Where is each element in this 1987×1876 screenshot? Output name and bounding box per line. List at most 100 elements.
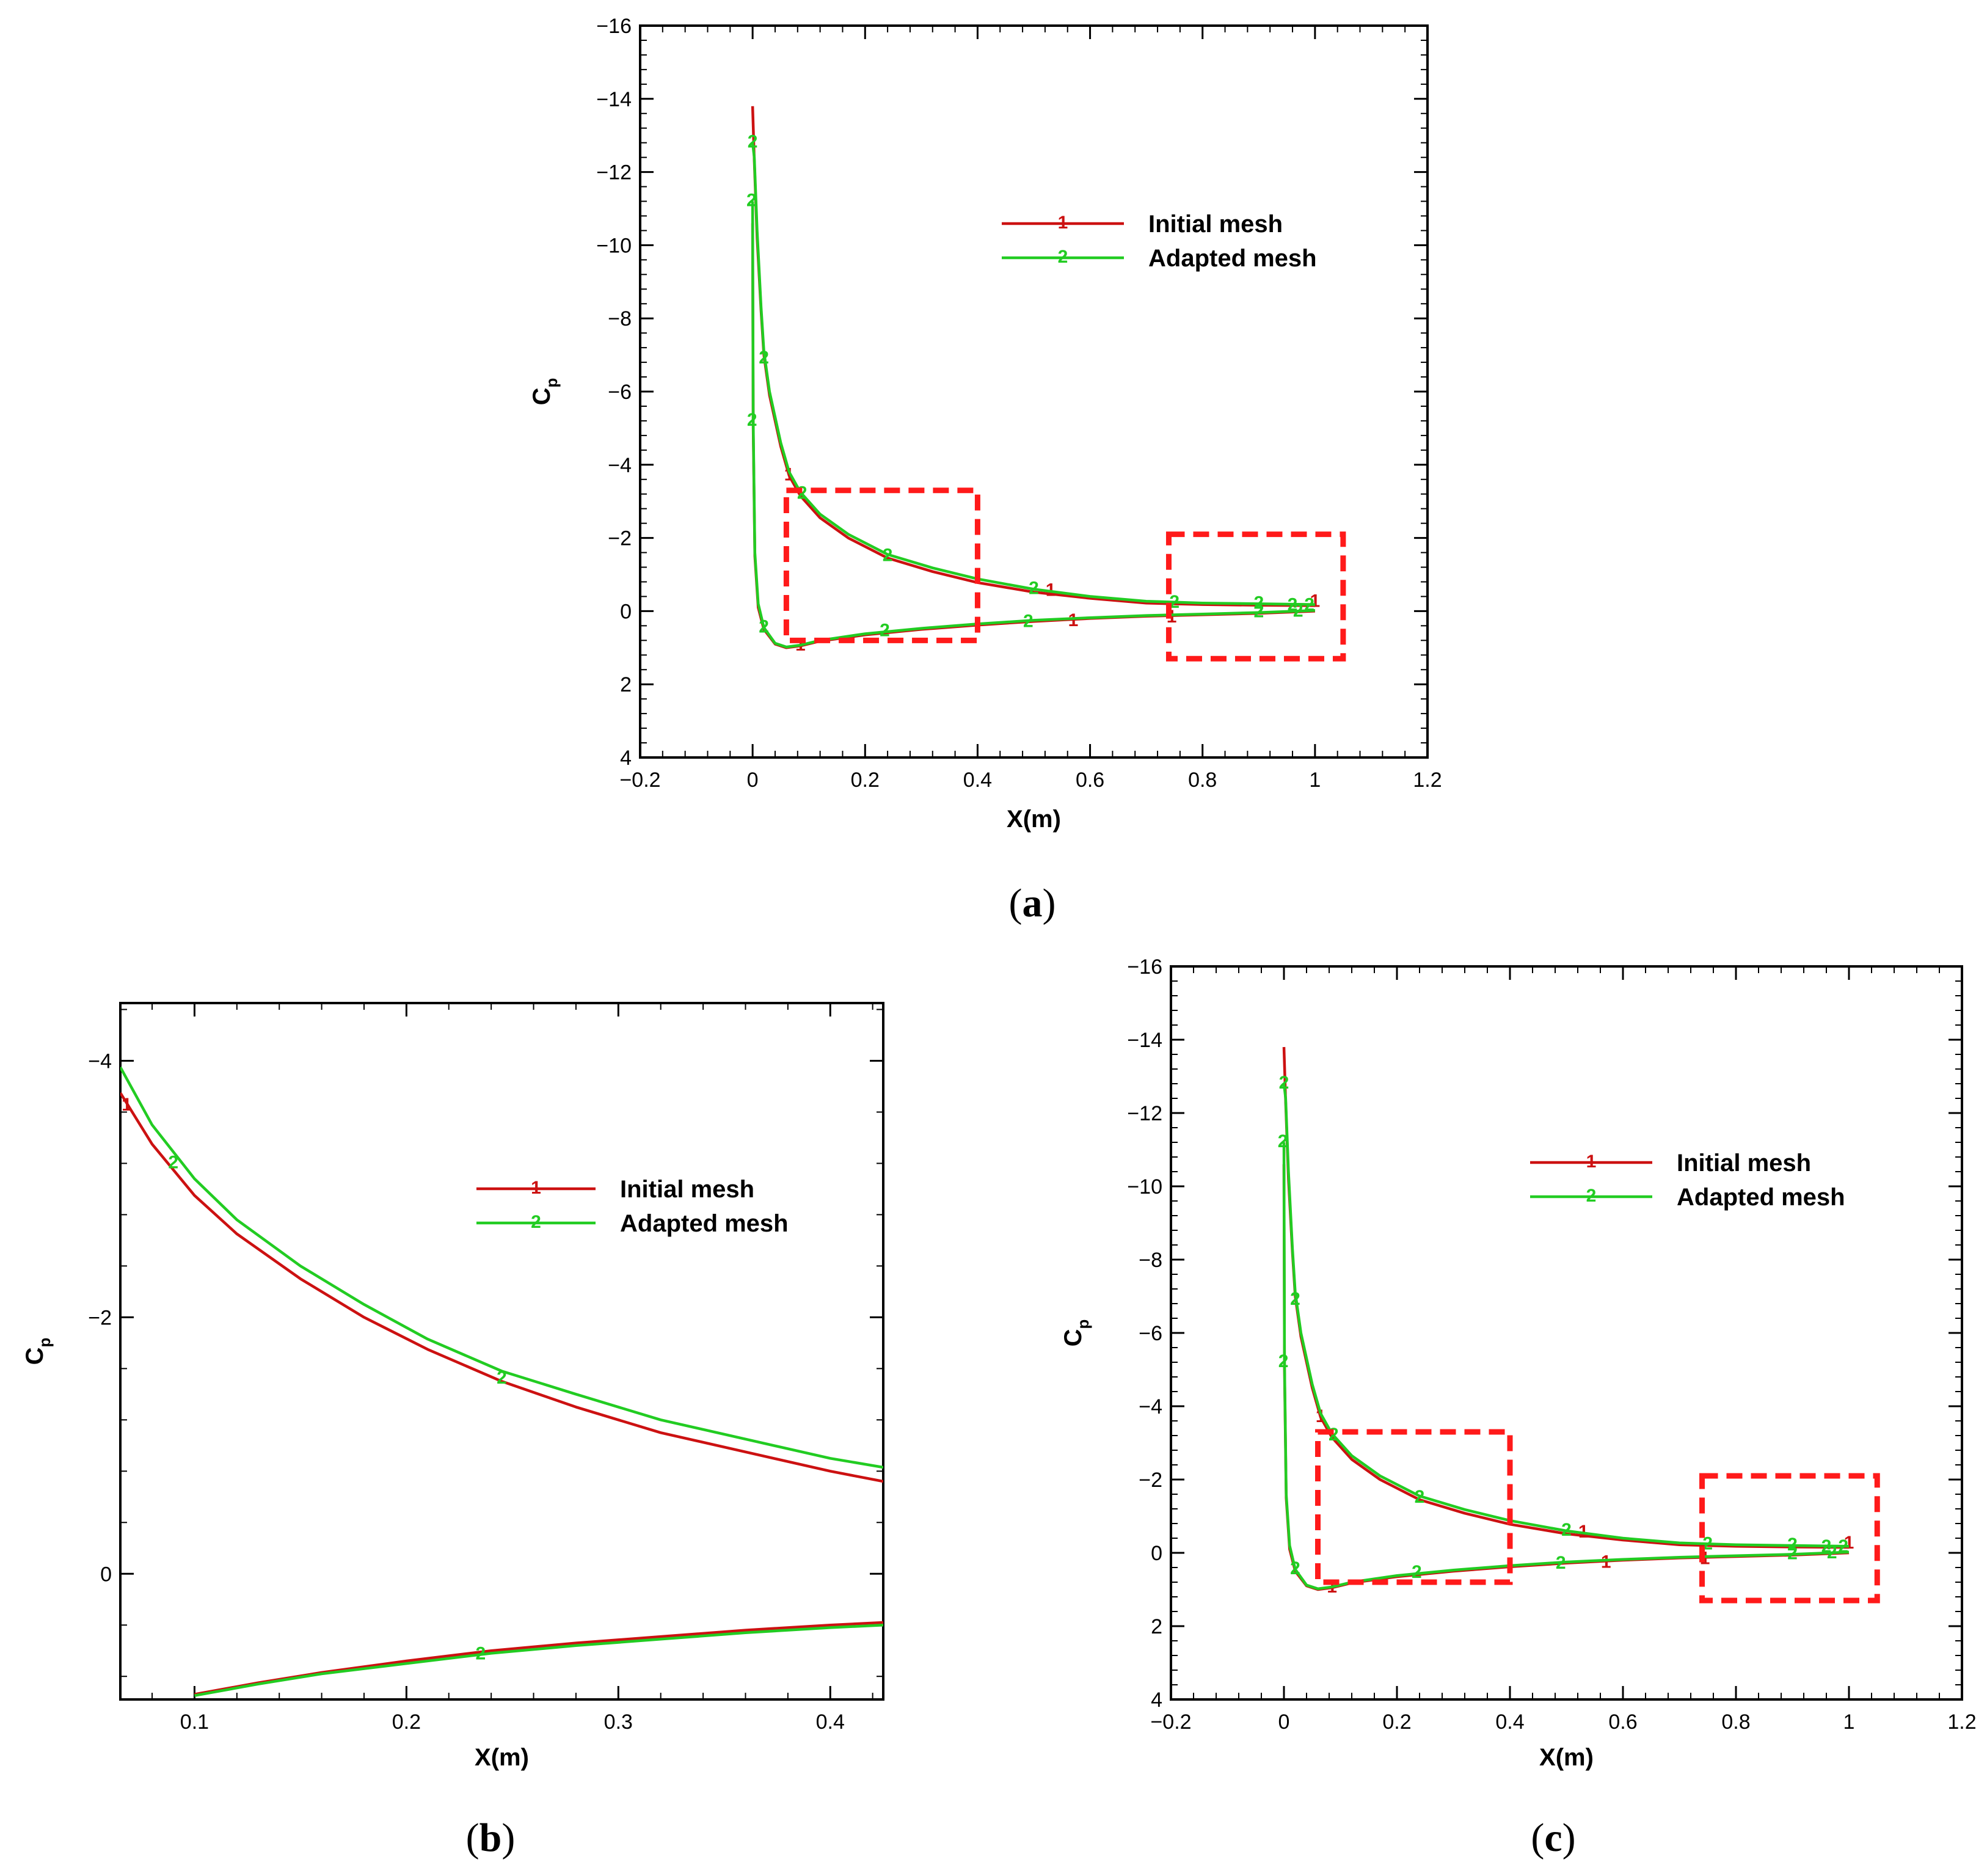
y-tick-label: −10 (1127, 1175, 1162, 1199)
x-tick-label: 1.2 (1413, 768, 1442, 792)
x-tick-label: 0.4 (963, 768, 992, 792)
series-marker-1: 1 (1601, 1552, 1611, 1572)
y-tick-label: 2 (620, 673, 632, 696)
y-tick-label: 2 (1151, 1615, 1162, 1638)
y-axis-title-subscript: p (542, 378, 561, 388)
y-tick-label: −12 (596, 161, 632, 184)
panel-c: −0.2 0 0.2 0.4 0.6 0.8 1 1.2 −16 −14 −12 −10 −8 −6 −4 −… (1060, 955, 1977, 1860)
legend-marker: 2 (1586, 1186, 1597, 1206)
x-tick-label: 0.4 (1495, 1710, 1524, 1734)
x-tick-label: 0.8 (1721, 1710, 1750, 1734)
y-axis-title: Cp (528, 378, 561, 406)
series-marker-2: 2 (1412, 1562, 1422, 1582)
y-axis-title-subscript: p (1074, 1319, 1092, 1329)
x-tick-label: 1.2 (1947, 1710, 1976, 1734)
series-line-1-upper (1282, 1046, 1850, 1549)
y-tick-label: −4 (608, 454, 632, 477)
y-axis-title: Cp (1060, 1319, 1092, 1347)
caption-open-paren: ( (1531, 1816, 1544, 1860)
series-marker-2: 2 (759, 616, 769, 637)
x-tick-label: 0.2 (1382, 1710, 1411, 1734)
y-tick-label: −6 (608, 381, 632, 404)
series-marker-2: 2 (1702, 1534, 1713, 1554)
series-marker-2: 2 (1561, 1520, 1572, 1540)
x-axis-title: X(m) (475, 1744, 529, 1771)
series-group: 1 2 2 2 (120, 1066, 883, 1697)
y-tick-label: −8 (608, 307, 632, 330)
legend-label: Adapted mesh (1148, 245, 1317, 272)
y-tick-label: −4 (1139, 1395, 1162, 1418)
y-tick-label: 4 (1151, 1688, 1162, 1712)
series-marker-2: 2 (1288, 594, 1298, 615)
x-tick-label: 0.8 (1188, 768, 1217, 792)
series-marker-1: 1 (1068, 610, 1079, 630)
legend-label: Adapted mesh (620, 1210, 789, 1237)
x-tick-label: 0 (1278, 1710, 1290, 1734)
series-marker-2: 2 (1253, 593, 1264, 613)
panel-caption: (a) (1009, 881, 1056, 925)
x-tick-label: 1 (1309, 768, 1321, 792)
series-line-2-upper (120, 1066, 883, 1469)
y-tick-label: −16 (596, 15, 632, 38)
zoom-highlight-box (1699, 1473, 1880, 1604)
legend-label: Initial mesh (620, 1176, 754, 1203)
plot-frame (119, 1002, 884, 1701)
legend-label: Adapted mesh (1677, 1184, 1845, 1211)
series-line-2-upper (751, 142, 1315, 606)
legend-marker: 2 (1058, 247, 1068, 267)
series-line-1-upper (751, 106, 1315, 607)
y-tick-label: −2 (1139, 1469, 1162, 1492)
series-marker-2: 2 (759, 348, 769, 368)
plot-frame (1170, 965, 1963, 1701)
series-marker-2: 2 (1278, 1351, 1289, 1371)
y-tick-label: 0 (620, 600, 632, 623)
panel-a: −0.2 0 0.2 0.4 0.6 0.8 1 1.2 −16 −14 −12 −10 −8 −6 −4 −… (528, 15, 1442, 925)
y-tick-label: −6 (1139, 1322, 1162, 1345)
legend-label: Initial mesh (1148, 211, 1283, 238)
series-line-1-lower (194, 1621, 883, 1696)
y-tick-label: −2 (88, 1306, 112, 1329)
caption-close-paren: ) (1043, 881, 1056, 925)
y-tick-label: −2 (608, 527, 632, 550)
x-tick-label: 0.1 (180, 1710, 209, 1734)
y-tick-label: −16 (1127, 955, 1162, 979)
y-tick-label: 0 (100, 1563, 112, 1586)
series-marker-2: 2 (883, 545, 893, 565)
legend-label: Initial mesh (1677, 1150, 1811, 1177)
y-axis-title-main: C (1060, 1329, 1087, 1347)
caption-open-paren: ( (466, 1816, 479, 1860)
series-marker-1: 1 (1844, 1533, 1854, 1553)
y-tick-label: 4 (620, 746, 632, 770)
series-line-2-lower (751, 201, 1315, 649)
x-axis-title: X(m) (1539, 1744, 1594, 1771)
x-tick-label: 1 (1843, 1710, 1855, 1734)
caption-letter: b (479, 1816, 502, 1860)
x-tick-label: 0.2 (851, 768, 880, 792)
panel-caption: (c) (1531, 1816, 1575, 1860)
caption-letter: a (1023, 881, 1043, 925)
zoom-highlight-box (1165, 531, 1346, 662)
legend-marker: 2 (531, 1212, 541, 1232)
series-marker-2: 2 (746, 190, 757, 210)
plot-frame (639, 24, 1429, 759)
series-line-2-lower (1282, 1142, 1850, 1591)
series-marker-2: 2 (1253, 602, 1264, 622)
series-marker-2: 2 (1290, 1289, 1300, 1309)
series-marker-2: 2 (748, 132, 758, 152)
y-tick-label: −14 (596, 88, 632, 111)
series-marker-2: 2 (1415, 1487, 1425, 1507)
series-marker-2: 2 (1821, 1536, 1832, 1557)
x-axis-title: X(m) (1007, 806, 1061, 833)
panel-b: 0.1 0.2 0.3 0.4 −4 −2 0 X(m) Cp 1 2 2 2 1 Initial mesh… (21, 1002, 884, 1860)
series-marker-2: 2 (1279, 1073, 1289, 1093)
series-marker-2: 2 (880, 620, 890, 640)
x-tick-label: 0.3 (604, 1710, 633, 1734)
series-marker-2: 2 (497, 1368, 507, 1388)
series-marker-1: 1 (122, 1095, 132, 1115)
x-tick-label: −0.2 (619, 768, 660, 792)
series-marker-2: 2 (1169, 592, 1179, 612)
y-axis-title-main: C (528, 388, 555, 406)
y-tick-label: −4 (88, 1049, 112, 1073)
series-marker-2: 2 (1838, 1536, 1848, 1557)
